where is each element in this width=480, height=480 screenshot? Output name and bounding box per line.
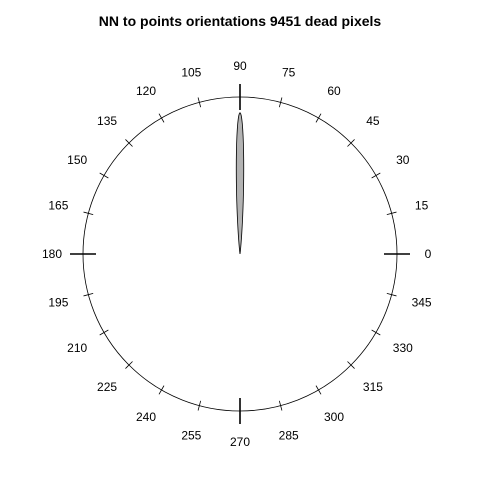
angle-label-150: 150 bbox=[67, 153, 87, 167]
angle-tick-150 bbox=[99, 172, 109, 179]
angle-label-285: 285 bbox=[279, 429, 299, 443]
angle-label-165: 165 bbox=[48, 198, 68, 212]
angle-tick-240 bbox=[158, 385, 165, 395]
angle-label-90: 90 bbox=[233, 59, 247, 73]
angle-tick-30 bbox=[371, 172, 381, 179]
angle-tick-120 bbox=[158, 113, 165, 123]
angle-label-0: 0 bbox=[425, 247, 432, 261]
angle-tick-45 bbox=[347, 139, 355, 147]
angle-tick-300 bbox=[315, 385, 322, 395]
chart-title: NN to points orientations 9451 dead pixe… bbox=[98, 13, 382, 29]
angle-label-180: 180 bbox=[42, 247, 62, 261]
angle-tick-195 bbox=[83, 292, 94, 297]
angle-label-30: 30 bbox=[396, 153, 410, 167]
angle-label-120: 120 bbox=[136, 84, 156, 98]
angle-label-195: 195 bbox=[48, 296, 68, 310]
angle-label-345: 345 bbox=[412, 296, 432, 310]
angle-label-75: 75 bbox=[282, 65, 296, 79]
angle-tick-15 bbox=[386, 211, 397, 216]
angle-tick-135 bbox=[125, 139, 133, 147]
angle-tick-75 bbox=[278, 97, 283, 108]
angle-tick-165 bbox=[83, 211, 94, 216]
angle-tick-225 bbox=[125, 361, 133, 369]
angle-tick-105 bbox=[197, 97, 202, 108]
angle-tick-345 bbox=[386, 292, 397, 297]
angle-label-105: 105 bbox=[181, 65, 201, 79]
angle-label-225: 225 bbox=[97, 380, 117, 394]
angle-tick-60 bbox=[315, 113, 322, 123]
angle-label-210: 210 bbox=[67, 341, 87, 355]
angle-label-45: 45 bbox=[366, 114, 380, 128]
angle-label-300: 300 bbox=[324, 410, 344, 424]
angle-label-330: 330 bbox=[393, 341, 413, 355]
angle-label-255: 255 bbox=[181, 429, 201, 443]
angle-label-15: 15 bbox=[415, 198, 429, 212]
angle-label-315: 315 bbox=[363, 380, 383, 394]
angle-tick-285 bbox=[278, 400, 283, 411]
density-petal bbox=[235, 112, 245, 255]
angle-tick-210 bbox=[99, 329, 109, 336]
angle-label-60: 60 bbox=[327, 84, 341, 98]
angle-label-240: 240 bbox=[136, 410, 156, 424]
angle-tick-315 bbox=[347, 361, 355, 369]
angle-label-270: 270 bbox=[230, 435, 250, 449]
angle-tick-330 bbox=[371, 329, 381, 336]
angle-label-135: 135 bbox=[97, 114, 117, 128]
angle-tick-255 bbox=[197, 400, 202, 411]
